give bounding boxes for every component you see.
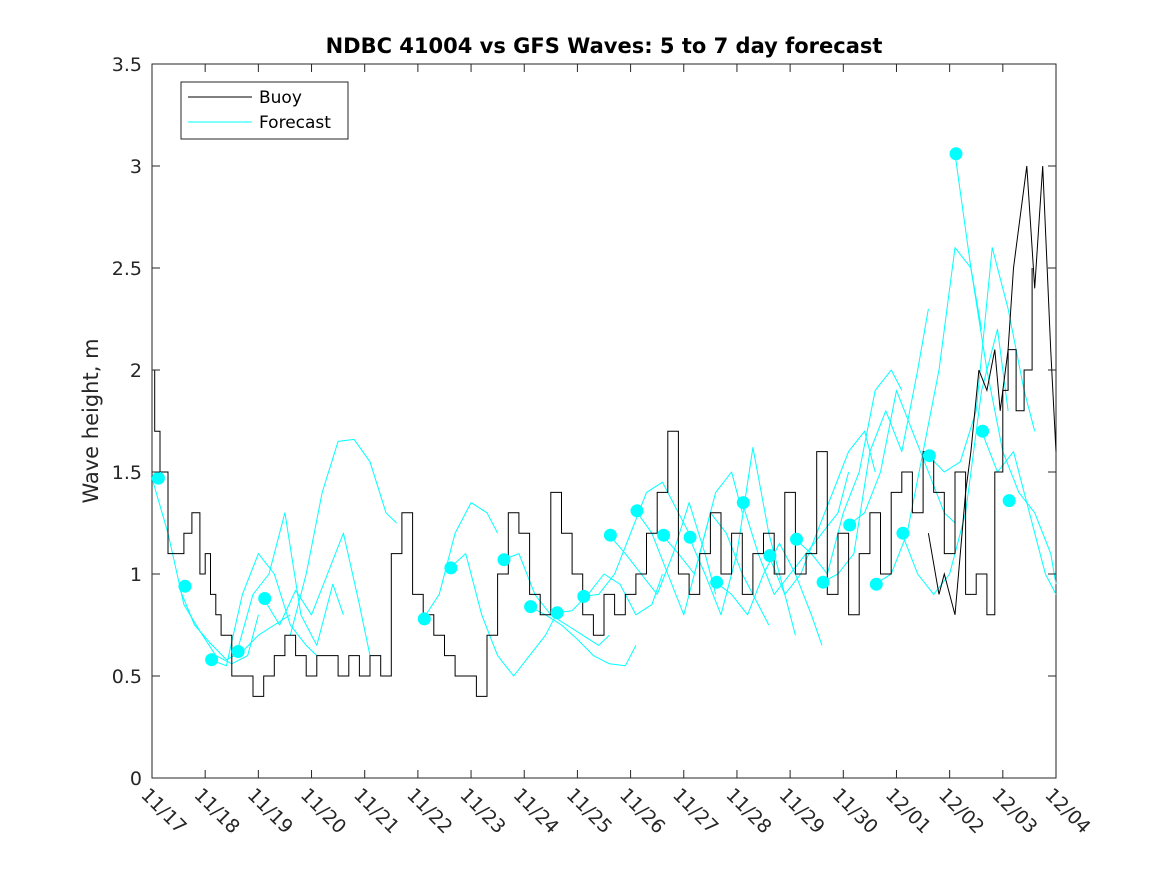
forecast-line xyxy=(263,532,371,656)
legend-box xyxy=(180,81,349,140)
buoy-line-peak xyxy=(927,165,1057,615)
y-axis-label: Wave height, m xyxy=(79,338,103,503)
forecast-marker xyxy=(417,612,431,626)
forecast-line xyxy=(768,430,876,595)
forecast-marker xyxy=(843,518,857,532)
forecast-marker xyxy=(205,653,219,667)
forecast-marker xyxy=(630,504,644,518)
forecast-marker xyxy=(816,575,830,589)
forecast-line xyxy=(874,247,983,585)
forecast-line xyxy=(422,502,499,620)
y-tick-label: 2.5 xyxy=(112,258,142,280)
forecast-line xyxy=(741,471,850,595)
forecast-line xyxy=(662,512,770,626)
forecast-marker xyxy=(710,575,724,589)
y-tick-label: 3 xyxy=(130,156,142,178)
forecast-line xyxy=(821,308,929,583)
forecast-line xyxy=(502,553,610,646)
forecast-line xyxy=(151,477,259,665)
series-layer xyxy=(151,147,1057,697)
y-tick-label: 1 xyxy=(130,564,142,586)
forecast-marker xyxy=(790,532,803,546)
forecast-marker xyxy=(763,549,777,563)
forecast-marker xyxy=(869,577,883,591)
forecast-marker xyxy=(657,528,671,542)
forecast-marker xyxy=(178,579,192,593)
forecast-marker xyxy=(497,553,511,567)
forecast-line xyxy=(236,512,344,652)
forecast-marker xyxy=(736,496,750,510)
forecast-line xyxy=(210,553,318,667)
legend: Buoy Forecast xyxy=(180,81,349,140)
y-tick-label: 0.5 xyxy=(112,666,142,688)
forecast-line xyxy=(289,438,397,636)
forecast-line xyxy=(556,573,663,616)
forecast-marker xyxy=(444,561,458,575)
forecast-marker xyxy=(577,589,591,603)
forecast-line xyxy=(901,328,1009,595)
chart-title: NDBC 41004 vs GFS Waves: 5 to 7 day fore… xyxy=(326,34,883,58)
forecast-line xyxy=(449,553,557,677)
forecast-marker xyxy=(603,528,617,542)
y-tick-label: 3.5 xyxy=(112,54,142,76)
forecast-line xyxy=(928,247,1036,473)
forecast-line xyxy=(954,153,1057,585)
forecast-marker xyxy=(976,424,990,438)
forecast-marker xyxy=(524,600,538,614)
forecast-line xyxy=(795,369,903,575)
y-tick-label: 0 xyxy=(130,768,142,790)
forecast-marker xyxy=(151,471,165,485)
forecast-line xyxy=(635,471,743,616)
forecast-marker xyxy=(231,645,245,658)
buoy-line xyxy=(152,268,1033,697)
legend-forecast-label: Forecast xyxy=(259,113,331,133)
y-tick-label: 2 xyxy=(130,360,142,382)
forecast-marker xyxy=(922,449,936,463)
forecast-marker xyxy=(683,530,697,544)
forecast-marker xyxy=(1002,494,1016,508)
y-tick-label: 1.5 xyxy=(112,462,142,484)
forecast-marker xyxy=(550,606,564,620)
plot-area xyxy=(151,63,1057,779)
forecast-marker xyxy=(949,147,963,161)
legend-buoy-label: Buoy xyxy=(259,88,302,108)
forecast-marker xyxy=(258,592,272,605)
forecast-marker xyxy=(896,526,910,540)
forecast-line xyxy=(529,606,637,667)
forecast-line xyxy=(848,389,956,526)
forecast-line xyxy=(981,431,1057,595)
